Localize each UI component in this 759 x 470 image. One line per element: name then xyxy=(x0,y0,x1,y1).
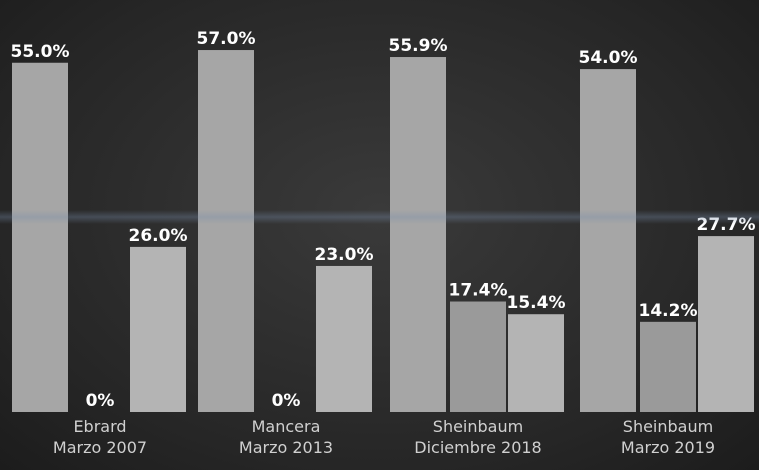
data-label: 54.0% xyxy=(579,48,638,68)
bar-group-0: 55.0% 0% 26.0% Ebrard Marzo 2007 xyxy=(11,42,188,457)
data-label: 0% xyxy=(272,391,301,411)
bar-group-1: 57.0% 0% 23.0% Mancera Marzo 2013 xyxy=(197,29,374,457)
data-label: 55.9% xyxy=(389,36,448,56)
category-label: Mancera Marzo 2013 xyxy=(239,417,333,457)
category-label-line: Sheinbaum xyxy=(433,417,523,436)
bar xyxy=(698,236,754,412)
bar-group-2: 55.9% 17.4%15.4% Sheinbaum Diciembre 2018 xyxy=(389,36,566,457)
data-label: 57.0% xyxy=(197,29,256,49)
data-label: 27.7% xyxy=(697,215,756,235)
data-label: 15.4% xyxy=(507,293,566,313)
category-label-line: Diciembre 2018 xyxy=(414,438,541,457)
data-label: 23.0% xyxy=(315,245,374,265)
data-label: 14.2% xyxy=(639,301,698,321)
bar xyxy=(198,50,254,413)
bar xyxy=(390,57,446,412)
category-label-line: Marzo 2019 xyxy=(621,438,715,457)
data-label: 0% xyxy=(86,391,115,411)
category-label-line: Marzo 2013 xyxy=(239,438,333,457)
data-label: 55.0% xyxy=(11,42,70,62)
bar xyxy=(640,321,696,412)
category-label-line: Sheinbaum xyxy=(623,417,713,436)
category-label-line: Marzo 2007 xyxy=(53,438,147,457)
bar xyxy=(316,265,372,412)
bar xyxy=(508,314,564,412)
bar xyxy=(450,301,506,412)
category-label-line: Mancera xyxy=(252,417,321,436)
category-label: Ebrard Marzo 2007 xyxy=(53,417,147,457)
category-label-line: Ebrard xyxy=(73,417,126,436)
category-label: Sheinbaum Diciembre 2018 xyxy=(414,417,541,457)
data-label: 17.4% xyxy=(449,281,508,301)
category-label: Sheinbaum Marzo 2019 xyxy=(621,417,715,457)
bar-group-3: 54.0% 14.2% 27.7% Sheinbaum Marzo 2019 xyxy=(579,48,756,457)
data-label: 26.0% xyxy=(129,226,188,246)
bar xyxy=(580,69,636,412)
bar xyxy=(12,62,68,412)
bar xyxy=(130,246,186,412)
